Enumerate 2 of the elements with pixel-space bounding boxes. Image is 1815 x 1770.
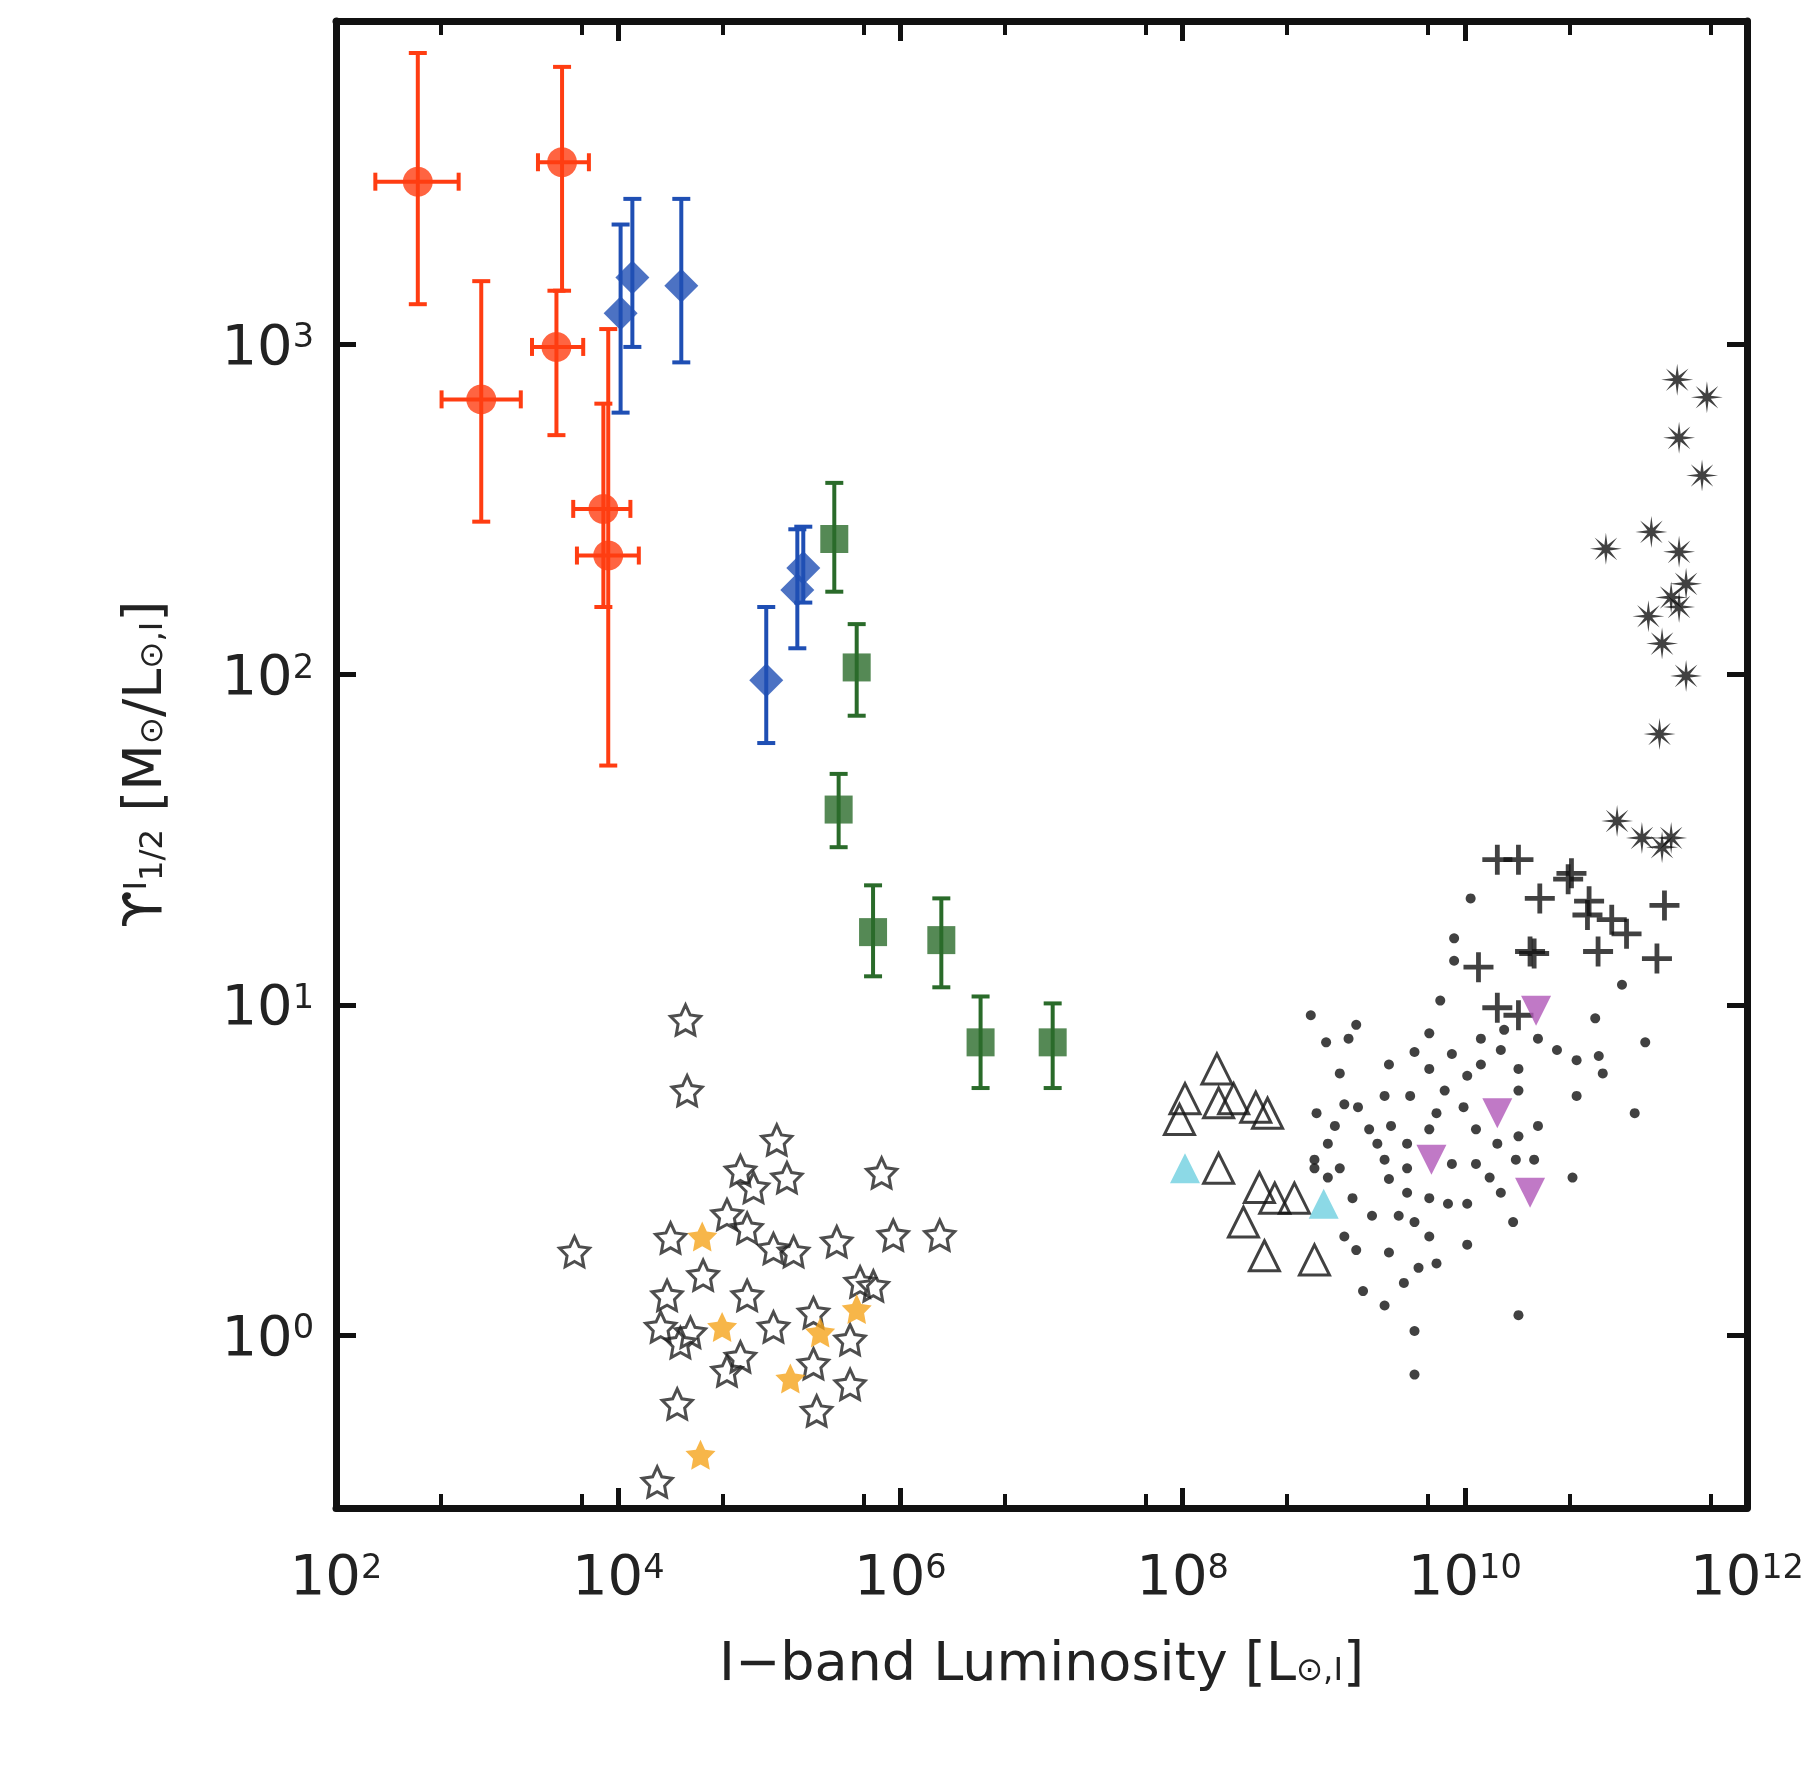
x-axis-title: I−band Luminosity [L⊙,I]	[718, 1629, 1365, 1693]
y-axis-title: ϒI1/2 [M⊙/L⊙,I]	[111, 600, 175, 929]
